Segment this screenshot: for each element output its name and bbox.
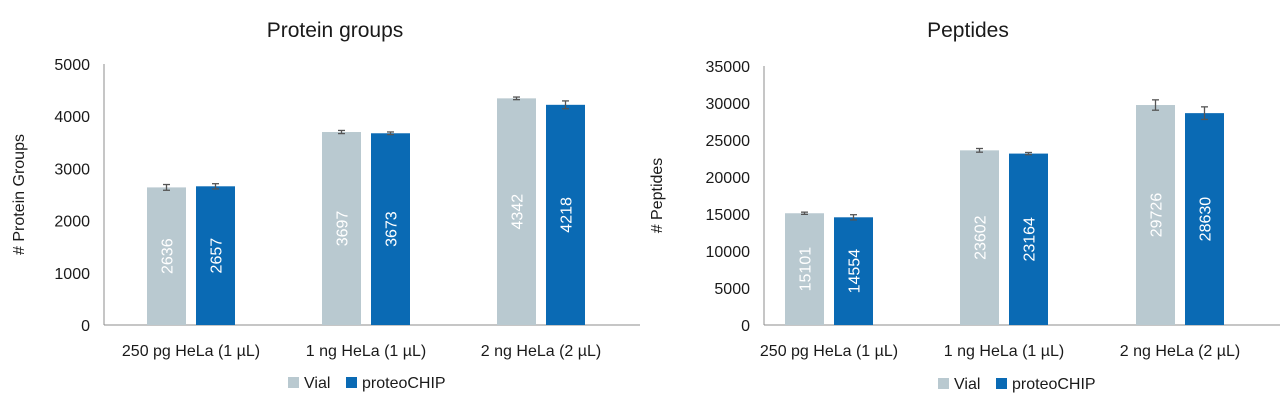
peptides-x-tick-label: 2 ng HeLa (2 µL): [1120, 343, 1240, 360]
protein-y-tick-label: 4000: [54, 109, 90, 126]
protein-error-bar: [338, 129, 345, 135]
peptides-error-bar: [1201, 106, 1208, 121]
peptides-y-tick-label: 30000: [706, 96, 751, 113]
protein-y-tick-label: 5000: [54, 57, 90, 74]
peptides-error-bar: [976, 147, 983, 153]
protein-y-tick-label: 0: [81, 318, 90, 335]
peptides-bar-vial: [960, 150, 999, 325]
protein-bar-proteochip: [371, 133, 410, 325]
protein-error-bar: [513, 96, 520, 101]
peptides-legend-label: proteoCHIP: [1012, 376, 1096, 393]
peptides-data-label: 14554: [847, 249, 864, 294]
protein-y-tick-label: 2000: [54, 214, 90, 231]
peptides-legend-swatch: [938, 378, 949, 389]
protein-legend-swatch: [346, 377, 357, 388]
peptides-y-tick-label: 35000: [706, 59, 751, 76]
protein-bar-vial: [147, 187, 186, 325]
peptides-data-label: 23164: [1022, 217, 1039, 262]
protein-error-bar: [163, 183, 170, 191]
protein-y-tick-label: 3000: [54, 161, 90, 178]
peptides-legend-label: Vial: [954, 376, 980, 393]
protein-error-bar: [562, 100, 569, 110]
protein-legend-item-proteochip: proteoCHIP: [346, 375, 446, 392]
peptides-bar-vial: [785, 213, 824, 325]
protein-bar-proteochip: [546, 104, 585, 325]
peptides-bar-proteochip: [834, 217, 873, 325]
peptides-error-bar: [1025, 151, 1032, 156]
protein-error-bar: [212, 183, 219, 190]
peptides-y-tick-label: 0: [741, 318, 750, 335]
peptides-y-tick-label: 15000: [706, 207, 751, 224]
protein-bar-vial: [497, 98, 536, 326]
peptides-chart-title: Peptides: [927, 19, 1009, 42]
peptides-error-bar: [850, 214, 857, 221]
protein-legend-swatch: [288, 377, 299, 388]
peptides-x-tick-label: 250 pg HeLa (1 µL): [760, 343, 898, 360]
peptides-bar-proteochip: [1009, 153, 1048, 325]
peptides-bar-proteochip: [1185, 113, 1224, 325]
peptides-legend-item-proteochip: proteoCHIP: [996, 376, 1096, 393]
protein-bar-proteochip: [196, 186, 235, 325]
protein-x-tick-label: 250 pg HeLa (1 µL): [122, 343, 260, 360]
peptides-bar-vial: [1136, 105, 1175, 325]
peptides-y-tick-label: 10000: [706, 244, 751, 261]
protein-y-tick-label: 1000: [54, 266, 90, 283]
peptides-data-label: 15101: [798, 247, 815, 292]
peptides-data-label: 29726: [1149, 193, 1166, 238]
protein-bar-vial: [322, 132, 361, 325]
peptides-legend-swatch: [996, 378, 1007, 389]
peptides-y-tick-label: 5000: [714, 281, 750, 298]
protein-data-label: 4342: [510, 194, 527, 230]
peptides-legend-item-vial: Vial: [938, 376, 980, 393]
protein-x-tick-label: 1 ng HeLa (1 µL): [306, 343, 426, 360]
peptides-data-label: 28630: [1198, 197, 1215, 242]
protein-data-label: 2636: [160, 238, 177, 274]
peptides-y-tick-label: 25000: [706, 133, 751, 150]
protein-data-label: 2657: [209, 238, 226, 274]
protein-legend-label: proteoCHIP: [362, 375, 446, 392]
peptides-data-label: 23602: [973, 215, 990, 260]
peptides-x-tick-label: 1 ng HeLa (1 µL): [944, 343, 1064, 360]
protein-groups-chart: Protein groups # Protein Groups 0 1000 2000 3…: [11, 19, 640, 392]
peptides-y-axis-label: # Peptides: [649, 158, 666, 234]
protein-data-label: 4218: [559, 197, 576, 233]
peptides-chart: Peptides # Peptides 0 5000 10000 15000 20000 25…: [649, 19, 1280, 393]
protein-data-label: 3673: [384, 211, 401, 247]
peptides-error-bar: [1152, 99, 1159, 111]
protein-x-tick-label: 2 ng HeLa (2 µL): [481, 343, 601, 360]
peptides-y-tick-label: 20000: [706, 170, 751, 187]
protein-legend-label: Vial: [304, 375, 330, 392]
protein-y-axis-label: # Protein Groups: [11, 134, 28, 255]
peptides-error-bar: [801, 211, 808, 216]
protein-legend-item-vial: Vial: [288, 375, 330, 392]
protein-chart-title: Protein groups: [267, 19, 404, 42]
protein-error-bar: [387, 131, 394, 136]
protein-data-label: 3697: [335, 211, 352, 247]
